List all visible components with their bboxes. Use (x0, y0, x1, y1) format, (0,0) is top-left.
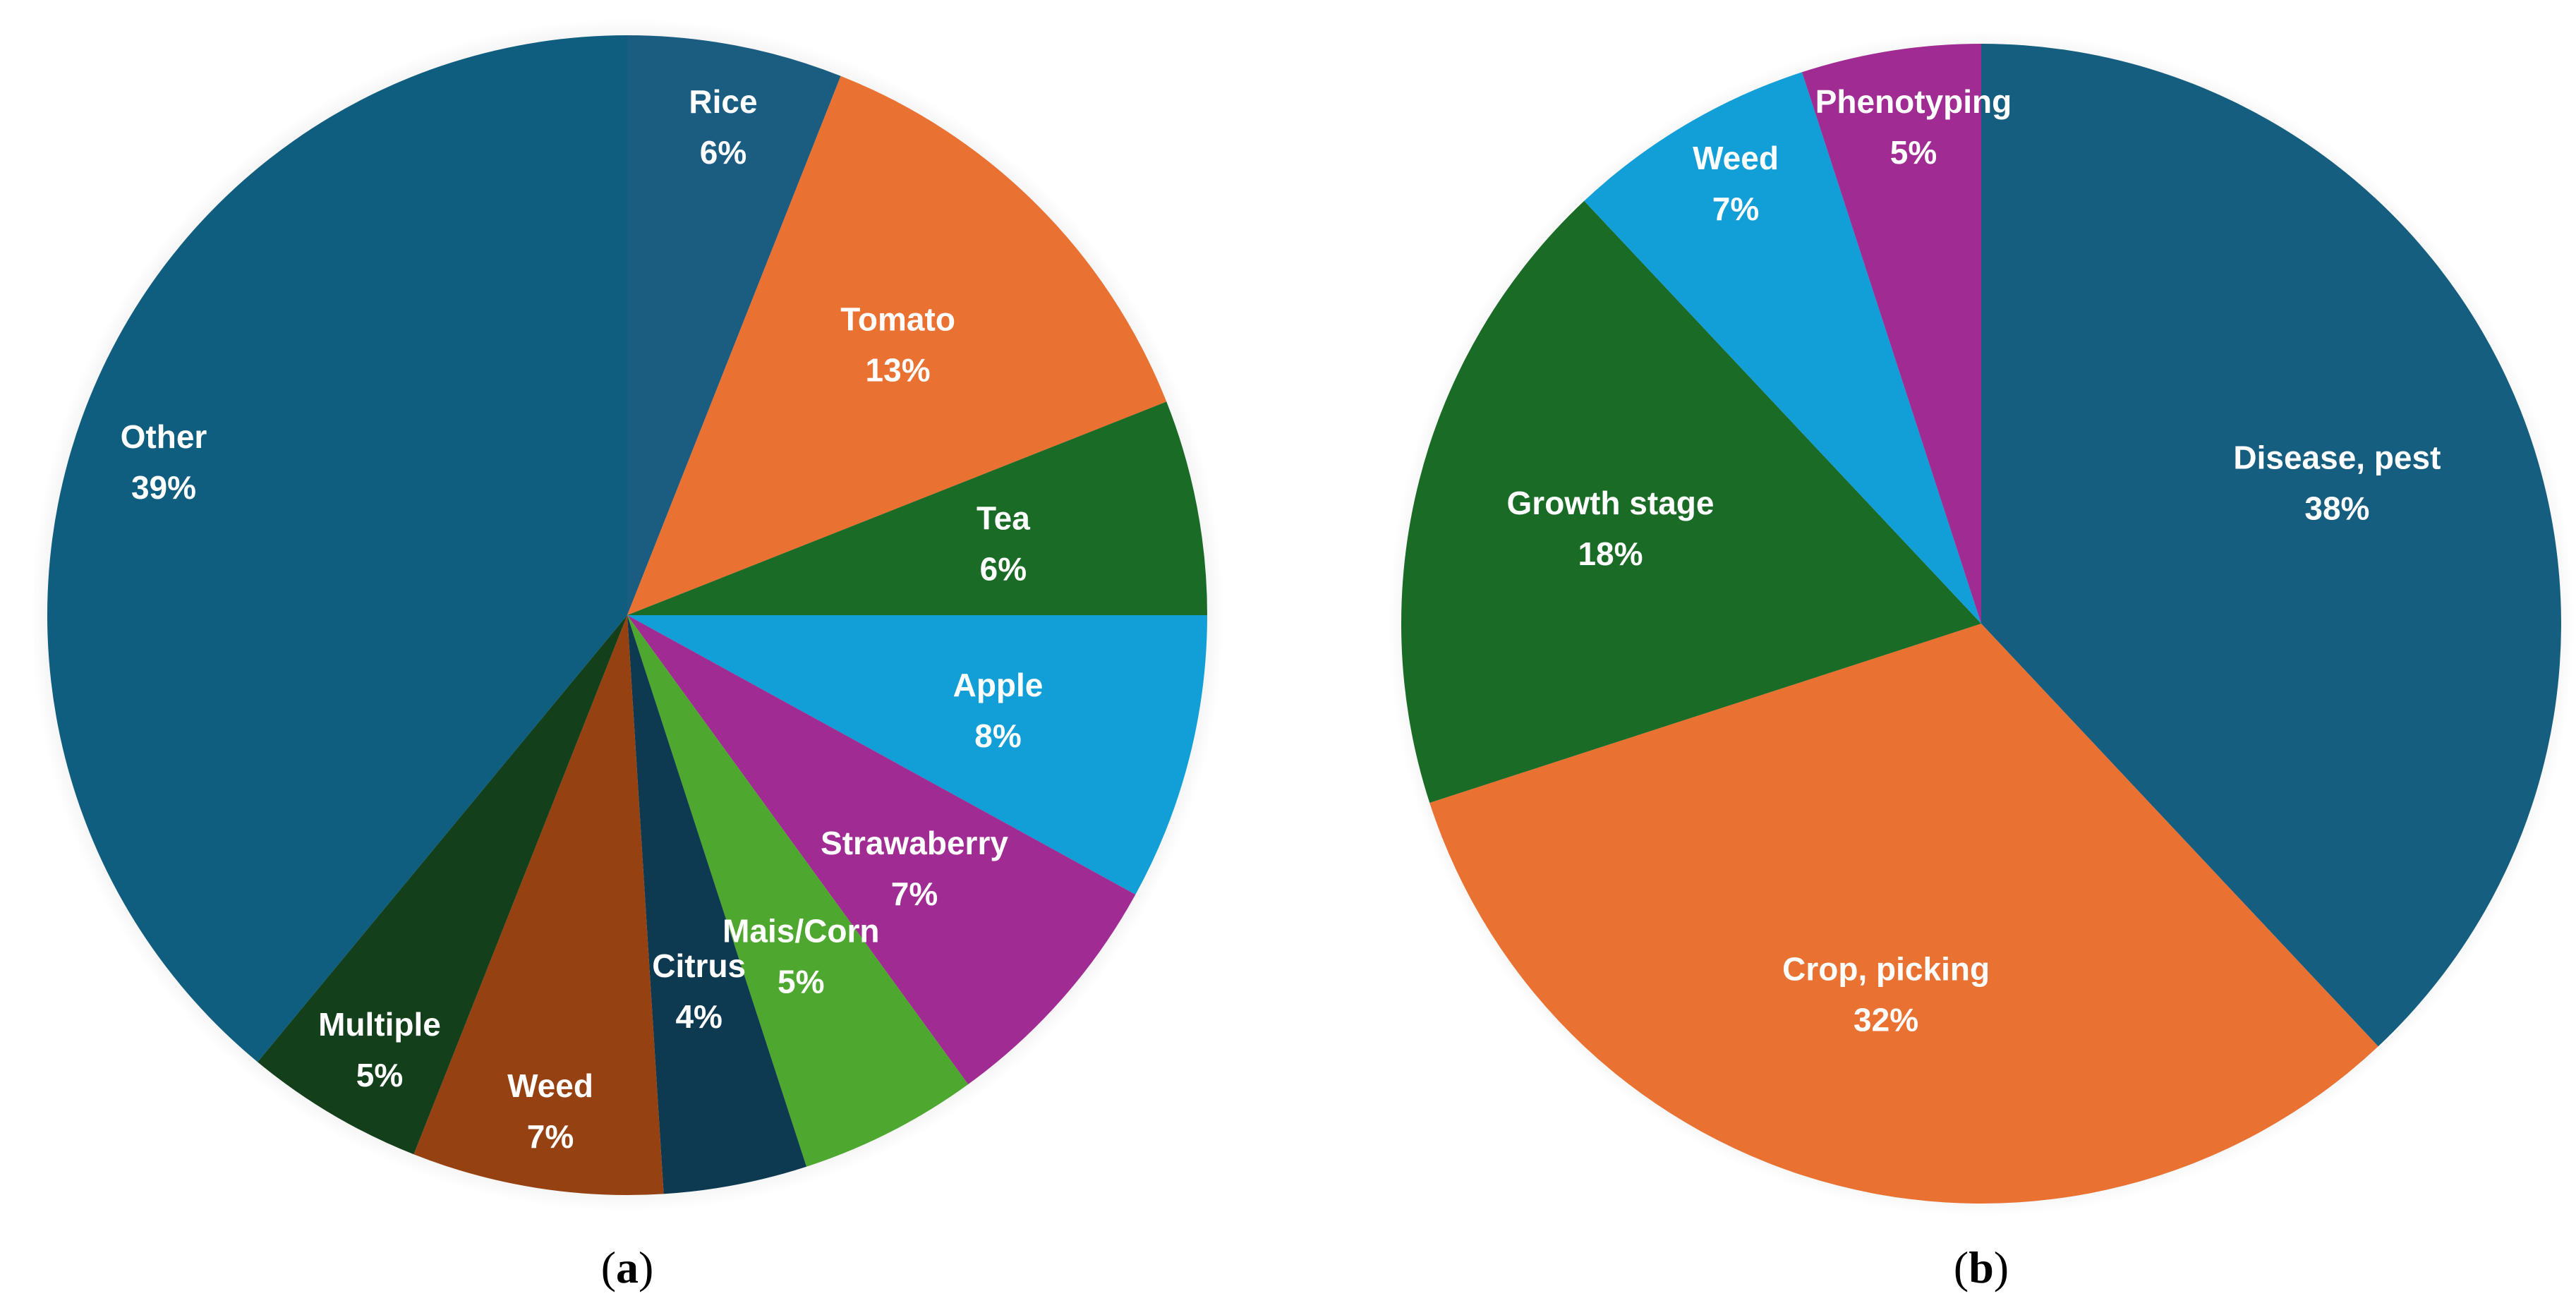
pie-a-label-tea: Tea 6% (976, 499, 1030, 587)
caption-a-letter: a (616, 1242, 639, 1292)
pie-a-label-percent: 6% (700, 134, 746, 171)
pie-b-label-disease-pest: Disease, pest 38% (2233, 439, 2441, 526)
pie-b-label-weed: Weed 7% (1693, 140, 1779, 227)
pie-a-label-name: Apple (953, 667, 1044, 703)
pie-b-label-percent: 38% (2304, 490, 2369, 526)
pie-a-label-rice: Rice 6% (689, 83, 757, 171)
pie-b-labels: Disease, pest 38% Crop, picking 32% Growth s… (1507, 83, 2441, 1038)
pie-a-labels: Rice 6% Tomato 13% Tea 6% Apple 8% Strawaberry 7%… (121, 83, 1044, 1155)
pie-b-slices (1401, 44, 2561, 1204)
pie-a-label-percent: 6% (980, 550, 1027, 587)
caption-b: (b) (1954, 1242, 2009, 1292)
pie-a-label-name: Strawaberry (821, 825, 1008, 861)
pie-a-label-percent: 7% (891, 875, 938, 912)
pie-a-label-weed: Weed 7% (507, 1067, 593, 1155)
pie-b-slice-disease-pest (1981, 44, 2561, 1047)
pie-a-slice-multiple (258, 615, 627, 1155)
pie-a-label-mais-corn: Mais/Corn 5% (722, 912, 879, 1000)
pie-b-label-crop-picking: Crop, picking 32% (1782, 951, 1990, 1038)
pie-a-label-name: Tea (976, 499, 1030, 536)
pie-b-slice-weed (1584, 72, 1981, 624)
pie-chart-a: Rice 6% Tomato 13% Tea 6% Apple 8% Strawaberry 7%… (31, 19, 1223, 1292)
pie-a-label-name: Tomato (840, 301, 955, 337)
pie-b-label-name: Growth stage (1507, 485, 1715, 521)
pie-a-label-name: Mais/Corn (722, 912, 879, 949)
pie-a-label-name: Weed (507, 1067, 593, 1104)
pie-a-slice-apple (627, 615, 1207, 895)
pie-b-label-growth-stage: Growth stage 18% (1507, 485, 1715, 572)
pie-a-slices (47, 35, 1207, 1196)
pie-b-slice-crop-picking (1429, 624, 2378, 1204)
pie-a-label-name: Multiple (318, 1006, 441, 1043)
pie-a-label-percent: 5% (356, 1057, 403, 1093)
pie-b-label-name: Crop, picking (1782, 951, 1990, 988)
pie-b-label-name: Disease, pest (2233, 439, 2441, 475)
pie-a-slice-strawaberry (627, 615, 1136, 1085)
pie-a-label-percent: 8% (974, 717, 1021, 754)
pie-a-slice-mais-corn (627, 615, 969, 1167)
pie-a-label-apple: Apple 8% (953, 667, 1044, 754)
pie-a-slice-other (47, 35, 627, 1062)
pie-a-label-percent: 4% (675, 998, 722, 1035)
pie-b-label-phenotyping: Phenotyping 5% (1815, 83, 2012, 171)
pie-b-slice-phenotyping (1801, 44, 1981, 624)
pie-b-label-percent: 5% (1890, 134, 1937, 171)
pie-a-label-percent: 13% (866, 351, 931, 388)
pie-b-label-percent: 32% (1854, 1002, 1918, 1038)
pie-b-label-percent: 7% (1712, 190, 1759, 227)
pie-a-label-percent: 5% (778, 963, 824, 1000)
pie-a-slice-rice (627, 35, 841, 615)
pie-a-slice-tea (627, 401, 1207, 615)
pie-a-label-strawaberry: Strawaberry 7% (821, 825, 1008, 912)
pie-a-slice-citrus (627, 615, 807, 1194)
pie-a-label-name: Citrus (652, 947, 746, 984)
pie-b-slice-growth-stage (1401, 200, 1981, 804)
caption-a: (a) (601, 1242, 654, 1292)
pie-b-label-name: Phenotyping (1815, 83, 2012, 120)
pie-b-label-percent: 18% (1578, 535, 1643, 572)
pie-a-label-tomato: Tomato 13% (840, 301, 955, 388)
pie-a-label-percent: 39% (131, 469, 196, 506)
caption-b-letter: b (1969, 1242, 1994, 1292)
pie-chart-b: Disease, pest 38% Crop, picking 32% Growth s… (1389, 31, 2574, 1292)
pie-a-label-multiple: Multiple 5% (318, 1006, 441, 1093)
pie-a-label-name: Other (121, 418, 207, 455)
pie-b-label-name: Weed (1693, 140, 1779, 176)
pie-a-label-name: Rice (689, 83, 757, 120)
pie-a-label-percent: 7% (527, 1118, 574, 1155)
pie-a-label-other: Other 39% (121, 418, 207, 506)
pie-a-slice-tomato (627, 75, 1167, 616)
pie-a-label-citrus: Citrus 4% (652, 947, 746, 1035)
pie-a-slice-weed (413, 615, 664, 1196)
